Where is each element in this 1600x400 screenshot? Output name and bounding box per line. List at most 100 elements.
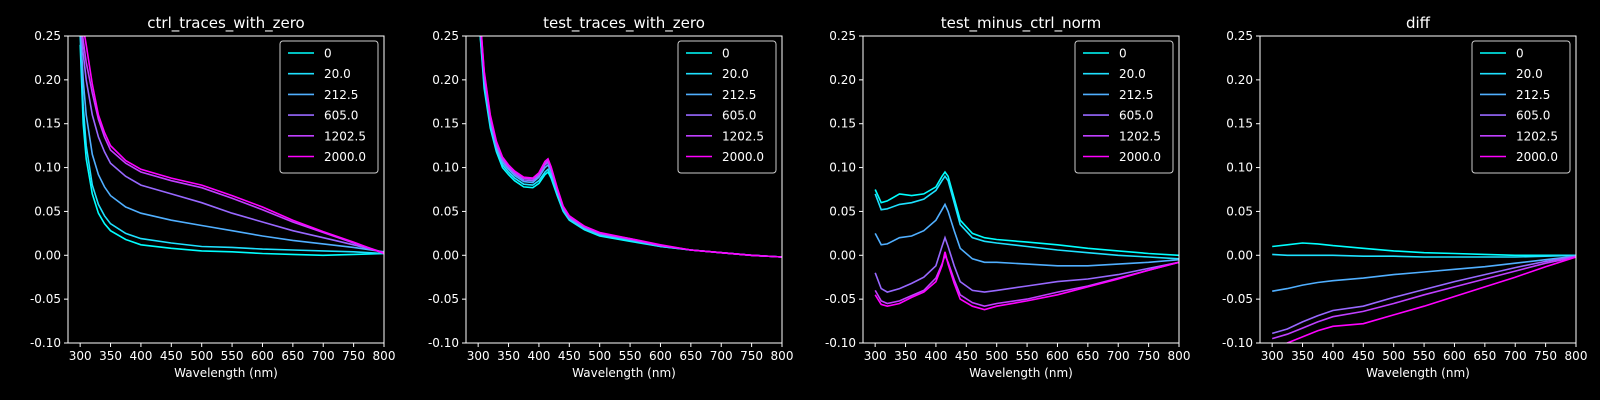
y-tick-label: 0.15: [1226, 117, 1253, 131]
x-tick-label: 400: [129, 349, 152, 363]
x-tick-label: 450: [955, 349, 978, 363]
x-tick-label: 700: [710, 349, 733, 363]
x-tick-label: 600: [251, 349, 274, 363]
x-tick-label: 750: [1137, 349, 1160, 363]
y-tick-label: 0.00: [432, 248, 459, 262]
legend-label: 2000.0: [324, 150, 366, 164]
axes-frame: [465, 35, 783, 344]
series-line: [874, 174, 1179, 260]
legend-label: 0: [324, 47, 332, 61]
y-tick-label: 0.10: [1226, 161, 1253, 175]
chart-panel: test_minus_ctrl_norm 300 350 400 450 500 550 60…: [825, 14, 1191, 380]
y-tick-label: 0.10: [34, 161, 61, 175]
x-tick-label: 300: [69, 349, 92, 363]
chart-title: test_minus_ctrl_norm: [941, 14, 1102, 33]
x-tick-label: 700: [312, 349, 335, 363]
legend-label: 212.5: [1516, 88, 1550, 102]
x-tick-label: 650: [1076, 349, 1099, 363]
x-tick-label: 550: [619, 349, 642, 363]
y-tick-label: -0.10: [825, 336, 856, 350]
x-axis-label: Wavelength (nm): [969, 366, 1073, 380]
x-tick-label: 300: [1261, 349, 1284, 363]
x-tick-label: 550: [1413, 349, 1436, 363]
y-tick-label: -0.10: [428, 336, 459, 350]
legend-label: 20.0: [324, 67, 351, 81]
legend-label: 1202.5: [324, 129, 366, 143]
series-line: [874, 251, 1179, 311]
series-line: [874, 202, 1179, 267]
y-tick-label: 0.25: [829, 29, 856, 43]
x-tick-label: 500: [588, 349, 611, 363]
series-line: [79, 36, 384, 253]
x-tick-label: 700: [1107, 349, 1130, 363]
x-tick-label: 300: [467, 349, 490, 363]
series-line: [1271, 255, 1576, 335]
y-tick-label: 0.15: [34, 117, 61, 131]
series-line: [1272, 255, 1576, 292]
legend-label: 2000.0: [1516, 150, 1558, 164]
legend-label: 1202.5: [1516, 129, 1558, 143]
y-tick-label: -0.10: [1222, 336, 1253, 350]
axes-frame: [862, 35, 1180, 344]
x-tick-label: 400: [527, 349, 550, 363]
y-tick-label: -0.05: [1222, 292, 1253, 306]
y-tick-label: 0.25: [432, 29, 459, 43]
legend-label: 1202.5: [1119, 129, 1161, 143]
x-axis-label: Wavelength (nm): [1366, 366, 1470, 380]
legend-label: 212.5: [722, 88, 756, 102]
axes-frame: [67, 35, 385, 344]
y-tick-label: 0.25: [1226, 29, 1253, 43]
x-tick-label: 300: [864, 349, 887, 363]
x-tick-label: 350: [497, 349, 520, 363]
y-tick-label: 0.10: [829, 161, 856, 175]
chart-title: ctrl_traces_with_zero: [147, 14, 304, 33]
legend-label: 20.0: [1119, 67, 1146, 81]
series-line: [83, 36, 384, 255]
series-line: [874, 170, 1179, 257]
x-tick-label: 800: [1168, 349, 1191, 363]
y-tick-label: -0.05: [825, 292, 856, 306]
x-tick-label: 350: [99, 349, 122, 363]
y-tick-label: 0.15: [432, 117, 459, 131]
x-tick-label: 800: [1565, 349, 1588, 363]
x-tick-label: 500: [190, 349, 213, 363]
x-tick-label: 350: [894, 349, 917, 363]
series-line: [874, 253, 1179, 308]
y-tick-label: 0.05: [829, 204, 856, 218]
x-tick-label: 600: [1046, 349, 1069, 363]
y-tick-label: 0.00: [829, 248, 856, 262]
y-tick-label: 0.00: [34, 248, 61, 262]
x-tick-label: 450: [1352, 349, 1375, 363]
series-line: [1272, 242, 1576, 257]
x-tick-label: 800: [771, 349, 794, 363]
x-tick-label: 350: [1291, 349, 1314, 363]
y-tick-label: 0.15: [829, 117, 856, 131]
legend-label: 605.0: [324, 109, 358, 123]
legend: 0 20.0 212.5 605.0 1202.5 2000.0: [1471, 40, 1571, 174]
y-tick-label: 0.05: [1226, 204, 1253, 218]
x-tick-label: 600: [1443, 349, 1466, 363]
y-tick-label: -0.05: [428, 292, 459, 306]
chart-panel: diff 300 350 400 450 500 550 600 650 700 750 800 -0.…: [1222, 14, 1588, 380]
y-tick-label: 0.20: [432, 73, 459, 87]
y-tick-label: 0.05: [432, 204, 459, 218]
legend-label: 212.5: [1119, 88, 1153, 102]
x-tick-label: 750: [1534, 349, 1557, 363]
series-line: [1285, 256, 1576, 343]
axes-frame: [1259, 35, 1577, 344]
y-tick-label: -0.05: [30, 292, 61, 306]
legend: 0 20.0 212.5 605.0 1202.5 2000.0: [1074, 40, 1174, 174]
y-tick-label: 0.25: [34, 29, 61, 43]
y-tick-label: 0.10: [432, 161, 459, 175]
chart-panel: ctrl_traces_with_zero 300 350 400 450 500 550 6…: [30, 14, 396, 380]
legend-label: 605.0: [1516, 109, 1550, 123]
series-line: [1271, 256, 1576, 340]
legend-label: 212.5: [324, 88, 358, 102]
legend-label: 0: [722, 47, 730, 61]
series-line: [874, 235, 1179, 293]
y-tick-label: 0.05: [34, 204, 61, 218]
legend-label: 0: [1516, 47, 1524, 61]
x-tick-label: 650: [679, 349, 702, 363]
chart-title: test_traces_with_zero: [543, 14, 705, 33]
